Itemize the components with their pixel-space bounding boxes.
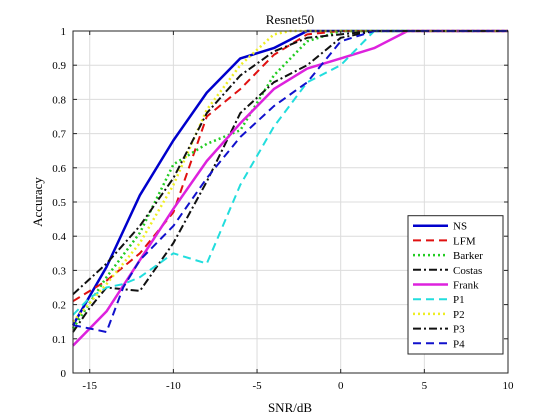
y-tick-label: 0 <box>61 368 67 380</box>
x-tick-label: -15 <box>82 380 97 392</box>
y-axis-title: Accuracy <box>30 177 45 227</box>
legend-label: P1 <box>453 294 465 306</box>
y-tick-label: 1 <box>61 26 67 38</box>
y-tick-label: 0.5 <box>52 197 66 209</box>
y-tick-label: 0.6 <box>52 163 66 175</box>
x-tick-label: 10 <box>503 380 515 392</box>
legend-label: LFM <box>453 235 476 247</box>
series-line-costas <box>72 30 508 333</box>
x-tick-label: 0 <box>338 380 344 392</box>
chart-title: Resnet50 <box>266 12 314 27</box>
legend-label: P2 <box>453 309 465 321</box>
legend-label: Barker <box>453 250 483 262</box>
y-tick-label: 0.7 <box>52 129 66 141</box>
legend: NS LFM Barker Costas Frank P1 P2 P3 P4 <box>407 215 504 355</box>
y-tick-label: 0.4 <box>52 231 66 243</box>
legend-label: NS <box>453 221 467 233</box>
y-tick-label: 0.2 <box>52 300 66 312</box>
legend-label: P3 <box>453 324 465 336</box>
x-tick-label: -10 <box>166 380 181 392</box>
axis-ticks: -15 -10 -5 0 5 10 0 0.1 0.2 0.3 0.4 0.5 0.6 0.7 0.8 0.9… <box>52 26 514 392</box>
y-tick-label: 0.3 <box>52 265 66 277</box>
legend-label: Frank <box>453 280 479 292</box>
x-axis-title: SNR/dB <box>268 400 312 415</box>
y-tick-label: 0.9 <box>52 60 66 72</box>
x-tick-label: 5 <box>422 380 428 392</box>
y-tick-label: 0.8 <box>52 94 66 106</box>
y-tick-label: 0.1 <box>52 334 66 346</box>
legend-label: P4 <box>453 338 465 350</box>
x-tick-label: -5 <box>252 380 262 392</box>
legend-label: Costas <box>453 265 482 277</box>
